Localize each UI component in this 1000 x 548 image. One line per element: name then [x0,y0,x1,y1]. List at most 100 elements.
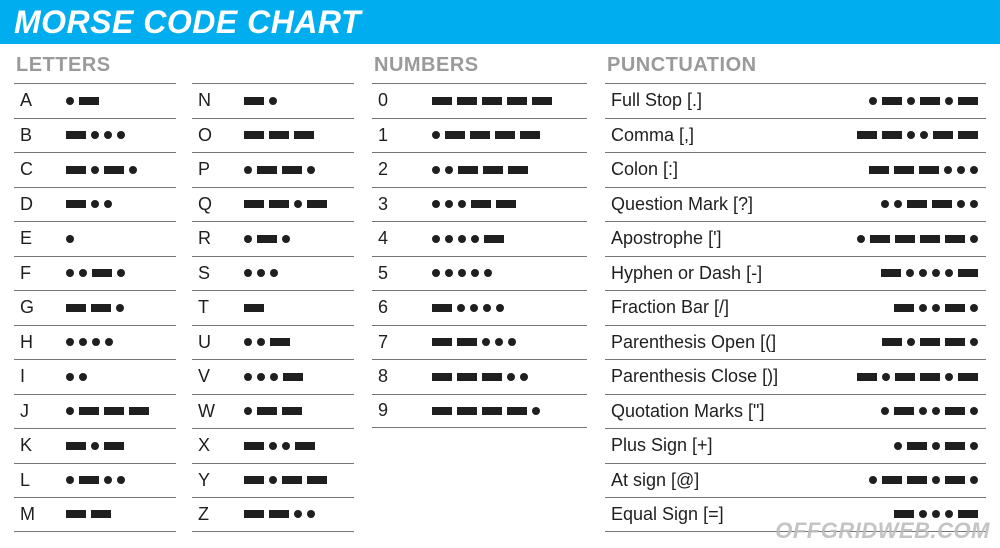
table-row: X [192,428,354,463]
dash-icon [919,166,939,174]
dot-icon [91,442,99,450]
dash-icon [882,476,902,484]
morse-code [222,304,264,312]
dash-icon [244,97,264,105]
table-row: A [14,83,176,118]
dot-icon [244,269,252,277]
table-row: Parenthesis Open [(] [605,325,986,360]
dot-icon [920,131,928,139]
dot-icon [79,373,87,381]
symbol-label: K [20,435,44,456]
dash-icon [945,304,965,312]
morse-code [410,200,516,208]
dot-icon [445,200,453,208]
dash-icon [66,442,86,450]
dot-icon [257,373,265,381]
dot-icon [495,338,503,346]
dot-icon [116,304,124,312]
dot-icon [129,166,137,174]
symbol-label: 0 [378,90,410,111]
dot-icon [507,373,515,381]
symbol-label: U [198,332,222,353]
dash-icon [920,97,940,105]
dash-icon [244,476,264,484]
symbol-label: O [198,125,222,146]
morse-code [410,235,504,243]
dot-icon [117,476,125,484]
symbol-label: 6 [378,297,410,318]
dash-icon [104,407,124,415]
morse-code [44,373,87,381]
dash-icon [270,338,290,346]
watermark: OFFGRIDWEB.COM [775,518,990,544]
dash-icon [920,373,940,381]
dot-icon [957,200,965,208]
numbers-heading: NUMBERS [372,44,587,83]
dot-icon [520,373,528,381]
morse-code [222,269,278,277]
dot-icon [91,166,99,174]
morse-code [410,166,528,174]
dash-icon [244,131,264,139]
morse-code [222,338,290,346]
dot-icon [445,235,453,243]
dash-icon [520,131,540,139]
dot-icon [244,373,252,381]
dot-icon [907,338,915,346]
table-row: D [14,187,176,222]
dot-icon [932,476,940,484]
dash-icon [907,442,927,450]
punctuation-label: Quotation Marks ["] [611,401,881,422]
symbol-label: J [20,401,44,422]
symbol-label: L [20,470,44,491]
dash-icon [282,476,302,484]
dash-icon [895,373,915,381]
dash-icon [257,407,277,415]
morse-code [222,510,315,518]
dot-icon [104,476,112,484]
dash-icon [91,510,111,518]
dash-icon [457,373,477,381]
dot-icon [66,269,74,277]
dot-icon [906,269,914,277]
dot-icon [270,269,278,277]
dot-icon [79,338,87,346]
dot-icon [970,166,978,174]
dash-icon [958,131,978,139]
dot-icon [66,97,74,105]
morse-code [44,131,125,139]
dot-icon [882,373,890,381]
dash-icon [432,373,452,381]
table-row: W [192,394,354,429]
morse-code [857,235,986,243]
morse-code [882,338,986,346]
dot-icon [957,166,965,174]
table-row: Hyphen or Dash [-] [605,256,986,291]
letters-heading: LETTERS [14,44,354,83]
symbol-label: V [198,366,222,387]
dot-icon [496,304,504,312]
morse-code [222,442,315,450]
dash-icon [92,269,112,277]
morse-code [894,304,986,312]
numbers-column: 0123456789 [372,83,587,428]
dot-icon [970,235,978,243]
dot-icon [881,407,889,415]
symbol-label: 1 [378,125,410,146]
dash-icon [532,97,552,105]
dot-icon [458,269,466,277]
dot-icon [457,304,465,312]
table-row: 8 [372,359,587,394]
table-row: T [192,290,354,325]
dash-icon [432,304,452,312]
morse-code [881,200,986,208]
dot-icon [907,131,915,139]
symbol-label: I [20,366,44,387]
symbol-label: P [198,159,222,180]
dot-icon [104,131,112,139]
dash-icon [484,235,504,243]
punctuation-label: Colon [:] [611,159,869,180]
dot-icon [970,442,978,450]
morse-code [222,166,315,174]
table-row: P [192,152,354,187]
